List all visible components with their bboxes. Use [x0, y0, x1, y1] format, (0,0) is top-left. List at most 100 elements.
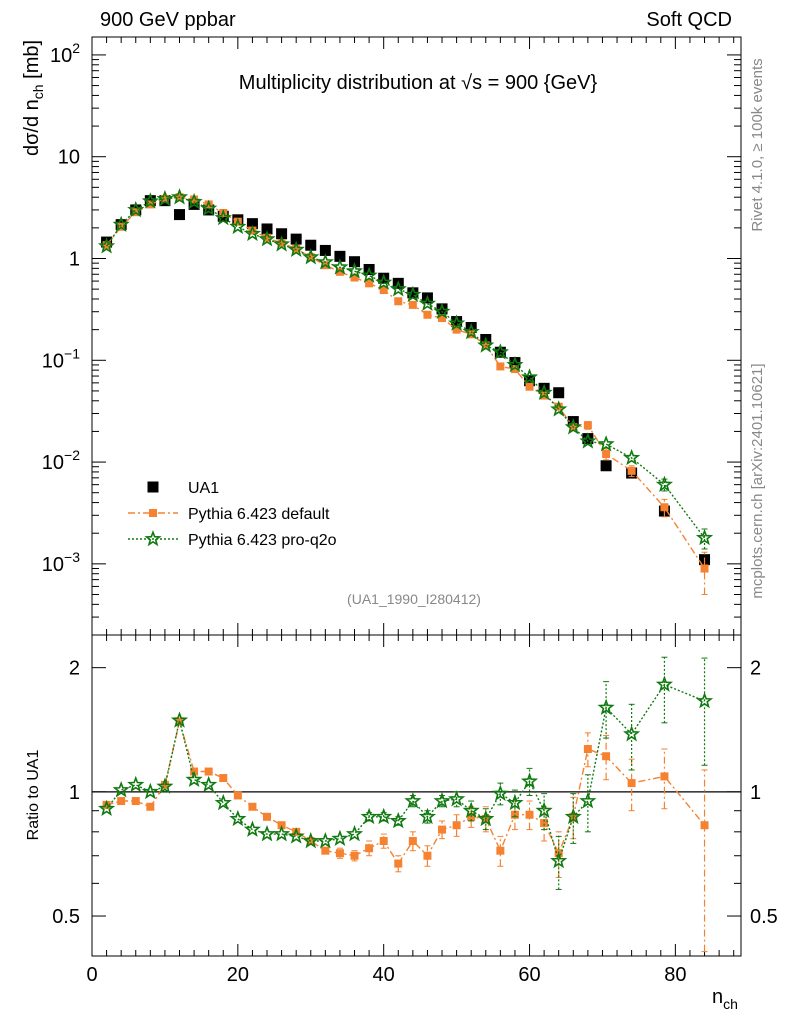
data-point [174, 209, 186, 221]
data-point [448, 790, 466, 807]
data-point [660, 503, 669, 512]
data-point [233, 791, 242, 800]
ratio-y-tick-label: 1 [69, 782, 80, 804]
data-point [349, 256, 361, 268]
data-point [360, 266, 378, 283]
data-point [258, 825, 276, 842]
data-point [276, 228, 288, 240]
data-point [496, 846, 505, 855]
data-point [287, 240, 305, 258]
data-point [389, 811, 407, 829]
data-point [331, 829, 349, 846]
data-point [127, 200, 145, 218]
analysis-tag: (UA1_1990_I280412) [347, 591, 481, 607]
data-point [602, 752, 611, 761]
x-tick-label: 20 [227, 964, 249, 986]
data-point [200, 775, 218, 793]
plot-title: Multiplicity distribution at √s = 900 {G… [239, 72, 598, 94]
data-point [170, 711, 189, 728]
data-point [520, 368, 539, 385]
data-point [200, 199, 218, 216]
data-point [263, 812, 272, 821]
ratio-y-tick-label-right: 1 [750, 782, 761, 804]
data-point [506, 355, 524, 373]
data-point [538, 382, 550, 394]
main-panel: 102 10 1 10−1 10−2 10−3 [42, 36, 742, 636]
data-point [141, 782, 159, 800]
data-point [97, 799, 116, 817]
data-point [379, 837, 388, 846]
data-point [433, 791, 451, 809]
data-point [423, 851, 432, 860]
data-point [160, 194, 169, 203]
data-point [345, 262, 364, 279]
data-point [334, 250, 346, 262]
data-point [243, 820, 262, 837]
data-point [375, 807, 393, 825]
data-point [448, 314, 466, 331]
data-point [287, 827, 305, 844]
data-point [102, 800, 111, 809]
data-point [360, 807, 378, 825]
main-y-axis-label: dσ/d nch [mb] [21, 40, 46, 156]
data-point [700, 821, 709, 830]
ratio-y-tick-label-right: 0.5 [750, 906, 778, 928]
data-point [491, 343, 509, 360]
ratio-y-tick-label: 2 [69, 658, 80, 680]
data-point [579, 791, 597, 809]
data-point [214, 208, 232, 226]
data-point [261, 223, 273, 235]
data-point [112, 781, 130, 798]
data-point [477, 809, 495, 827]
data-point [97, 237, 116, 254]
data-point [131, 797, 140, 806]
data-point [204, 200, 213, 209]
data-point [335, 267, 344, 276]
data-point [695, 692, 714, 709]
data-point [433, 302, 451, 320]
y-tick-label: 10 [58, 147, 80, 169]
data-point [404, 285, 422, 303]
data-point [506, 793, 524, 811]
legend-marker [147, 481, 159, 493]
data-point [602, 450, 611, 459]
data-point [408, 837, 417, 846]
data-point [554, 402, 563, 411]
data-point [350, 273, 359, 282]
data-point [407, 287, 419, 299]
rivet-label: Rivet 4.1.0, ≥ 100k events [749, 58, 766, 231]
data-point [156, 189, 174, 207]
data-point [190, 195, 199, 204]
data-point [263, 233, 272, 242]
data-point [146, 802, 155, 811]
data-point [185, 192, 203, 210]
header-right: Soft QCD [646, 9, 732, 31]
legend-marker [144, 529, 162, 547]
data-point [627, 466, 636, 475]
data-point [375, 273, 393, 290]
data-point [112, 215, 130, 232]
ratio-y-axis-label: Ratio to UA1 [25, 750, 42, 841]
data-point [510, 365, 519, 374]
data-point [477, 336, 495, 353]
data-point [423, 310, 432, 319]
data-point [452, 325, 461, 334]
data-point [229, 217, 247, 235]
data-point [389, 280, 407, 297]
data-point [436, 303, 448, 315]
data-point [258, 230, 276, 247]
data-point [335, 849, 344, 858]
data-point [418, 294, 437, 311]
data-point [316, 831, 334, 849]
data-point [378, 272, 390, 284]
y-tick-label: 1 [69, 248, 80, 270]
data-point [465, 321, 477, 333]
data-point [229, 809, 247, 827]
data-point [525, 382, 534, 391]
series-line-ratio-1 [106, 683, 705, 864]
data-point [246, 218, 258, 230]
data-point [509, 357, 521, 369]
legend-marker [149, 509, 157, 517]
data-point [302, 248, 320, 265]
